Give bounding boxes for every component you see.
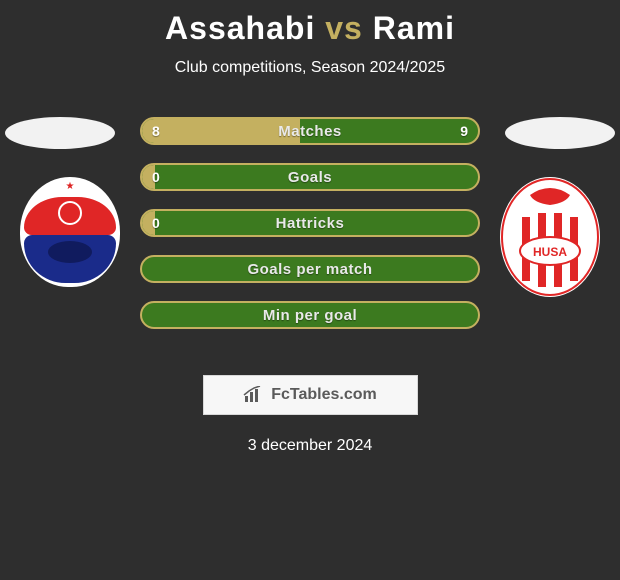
player1-name: Assahabi — [165, 10, 315, 46]
badge-left-top — [24, 197, 116, 235]
player2-platform — [505, 117, 615, 149]
stat-bar: 0 Goals — [140, 163, 480, 191]
stat-bar: Min per goal — [140, 301, 480, 329]
stat-right-value: 9 — [460, 119, 468, 143]
stat-bar: 0 Hattricks — [140, 209, 480, 237]
stat-bar: 8 Matches 9 — [140, 117, 480, 145]
star-icon: ★ — [66, 181, 75, 192]
brand-text: FcTables.com — [271, 386, 377, 404]
stat-label: Hattricks — [142, 211, 478, 235]
bar-chart-icon — [243, 386, 265, 404]
snapshot-date: 3 december 2024 — [0, 437, 620, 455]
comparison-arena: ★ HUSA 8 Matches 9 0 Goals — [0, 117, 620, 347]
stat-label: Min per goal — [142, 303, 478, 327]
stat-label: Goals per match — [142, 257, 478, 281]
subtitle: Club competitions, Season 2024/2025 — [0, 59, 620, 77]
svg-text:HUSA: HUSA — [533, 245, 567, 259]
stat-label: Goals — [142, 165, 478, 189]
brand-footer: FcTables.com — [203, 375, 418, 415]
player1-platform — [5, 117, 115, 149]
badge-left-bottom — [24, 235, 116, 283]
comparison-title: Assahabi vs Rami — [0, 0, 620, 47]
husa-shield-icon: HUSA — [500, 177, 600, 297]
player2-name: Rami — [373, 10, 455, 46]
stat-bar: Goals per match — [140, 255, 480, 283]
club-badge-left: ★ — [20, 177, 120, 287]
vs-separator: vs — [325, 10, 363, 46]
stat-bars: 8 Matches 9 0 Goals 0 Hattricks Goals pe… — [140, 117, 480, 347]
stat-label: Matches — [142, 119, 478, 143]
club-badge-right: HUSA — [500, 177, 600, 297]
